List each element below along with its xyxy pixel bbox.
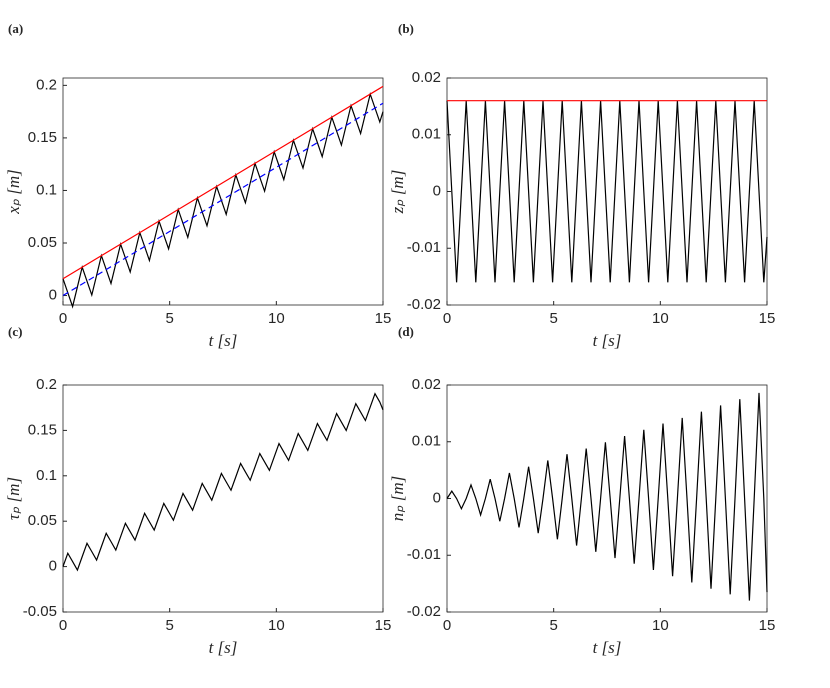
data-line — [446, 392, 768, 601]
y-tick-label: 0.1 — [36, 181, 57, 198]
x-tick-label: 5 — [165, 617, 173, 634]
x-axis-label: t [s] — [209, 638, 238, 657]
y-tick-label: 0 — [433, 182, 441, 199]
y-tick-label: 0 — [433, 489, 441, 506]
y-tick-label: 0.02 — [412, 69, 441, 86]
y-tick-label: 0.15 — [28, 421, 57, 438]
y-tick-label: 0.1 — [36, 467, 57, 484]
y-tick-label: 0.01 — [412, 433, 441, 450]
x-tick-label: 0 — [443, 310, 451, 327]
y-tick-label: 0.02 — [412, 376, 441, 393]
x-tick-label: 10 — [268, 617, 285, 634]
y-axis-label: τₚ [m] — [4, 477, 23, 520]
x-tick-label: 0 — [59, 617, 67, 634]
panel-label: (c) — [8, 324, 22, 339]
y-tick-label: -0.01 — [407, 239, 441, 256]
y-tick-label: 0 — [49, 287, 57, 304]
data-line — [62, 85, 384, 280]
x-tick-label: 5 — [549, 617, 557, 634]
y-tick-label: 0.2 — [36, 376, 57, 393]
x-axis-label: t [s] — [593, 638, 622, 657]
y-tick-label: 0 — [49, 558, 57, 575]
y-tick-label: -0.01 — [407, 546, 441, 563]
x-tick-label: 15 — [375, 310, 392, 327]
x-tick-label: 15 — [759, 310, 776, 327]
y-tick-label: 0.05 — [28, 512, 57, 529]
x-tick-label: 0 — [59, 310, 67, 327]
x-axis-label: t [s] — [209, 331, 238, 350]
x-tick-label: 5 — [549, 310, 557, 327]
panel-label: (a) — [8, 21, 23, 36]
data-line — [62, 392, 384, 572]
y-tick-label: 0.2 — [36, 76, 57, 93]
y-tick-label: 0.01 — [412, 126, 441, 143]
y-axis-label: zₚ [m] — [388, 170, 407, 215]
axes-box — [62, 384, 384, 613]
data-line — [62, 102, 384, 297]
panel-label: (b) — [398, 21, 414, 36]
x-tick-label: 10 — [652, 310, 669, 327]
panel-label: (d) — [398, 324, 414, 339]
x-tick-label: 10 — [652, 617, 669, 634]
x-axis-label: t [s] — [593, 331, 622, 350]
y-tick-label: -0.02 — [407, 296, 441, 313]
y-axis-label: xₚ [m] — [4, 169, 23, 215]
x-tick-label: 0 — [443, 617, 451, 634]
x-tick-label: 10 — [268, 310, 285, 327]
data-line — [446, 100, 768, 283]
x-tick-label: 5 — [165, 310, 173, 327]
x-tick-label: 15 — [759, 617, 776, 634]
y-tick-label: 0.05 — [28, 234, 57, 251]
y-axis-label: nₚ [m] — [388, 476, 407, 522]
y-tick-label: -0.02 — [407, 603, 441, 620]
y-tick-label: -0.05 — [23, 603, 57, 620]
axes-box — [62, 77, 384, 306]
data-line — [62, 91, 384, 309]
y-tick-label: 0.15 — [28, 129, 57, 146]
x-tick-label: 15 — [375, 617, 392, 634]
